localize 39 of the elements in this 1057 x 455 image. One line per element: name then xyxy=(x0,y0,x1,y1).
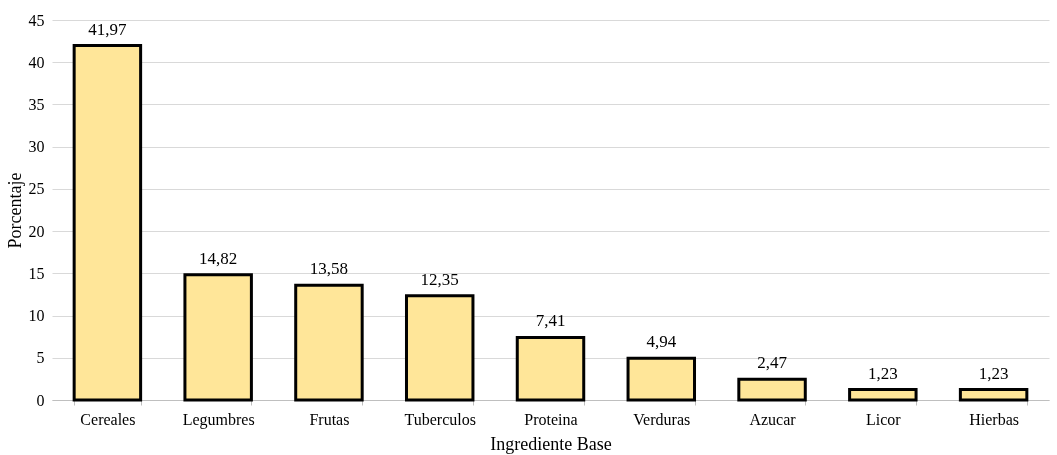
data-label: 1,23 xyxy=(867,363,898,383)
y-tick-label: 40 xyxy=(28,53,45,71)
bar xyxy=(626,356,697,402)
y-tick-label: 15 xyxy=(28,264,45,282)
data-label: 7,41 xyxy=(535,311,566,331)
x-tick-label: Licor xyxy=(866,410,902,428)
y-tick-label: 25 xyxy=(28,180,45,198)
y-tick-label: 10 xyxy=(28,307,45,325)
bar xyxy=(515,335,586,402)
x-axis-title: Ingrediente Base xyxy=(490,433,612,454)
y-tick-label: 35 xyxy=(28,95,45,113)
x-tick-label: Frutas xyxy=(309,410,350,428)
data-label: 1,23 xyxy=(978,363,1009,383)
data-label: 4,94 xyxy=(646,332,677,352)
data-label: 41,97 xyxy=(88,19,128,39)
x-tick-label: Cereales xyxy=(80,410,136,428)
y-axis-title: Porcentaje xyxy=(4,172,25,249)
bar xyxy=(404,294,475,402)
x-tick-label: Azucar xyxy=(749,410,797,428)
y-tick-label: 30 xyxy=(28,138,45,156)
data-label: 12,35 xyxy=(420,269,459,289)
x-tick-label: Tuberculos xyxy=(404,410,476,428)
bar xyxy=(737,377,807,402)
y-tick-label: 5 xyxy=(36,349,45,367)
bar xyxy=(72,44,143,402)
x-tick-label: Hierbas xyxy=(969,410,1019,428)
y-tick-label: 45 xyxy=(28,11,45,29)
x-tick-label: Legumbres xyxy=(182,410,255,429)
bar xyxy=(294,283,364,402)
y-tick-label: 20 xyxy=(28,222,45,240)
data-label: 13,58 xyxy=(309,259,349,279)
bar xyxy=(848,388,918,402)
data-label: 2,47 xyxy=(757,353,788,373)
x-tick-label: Proteina xyxy=(524,410,578,428)
bar xyxy=(183,273,253,402)
bar xyxy=(958,388,1029,402)
data-label: 14,82 xyxy=(199,248,238,268)
x-tick-label: Verduras xyxy=(633,410,691,428)
y-tick-label: 0 xyxy=(36,391,45,409)
